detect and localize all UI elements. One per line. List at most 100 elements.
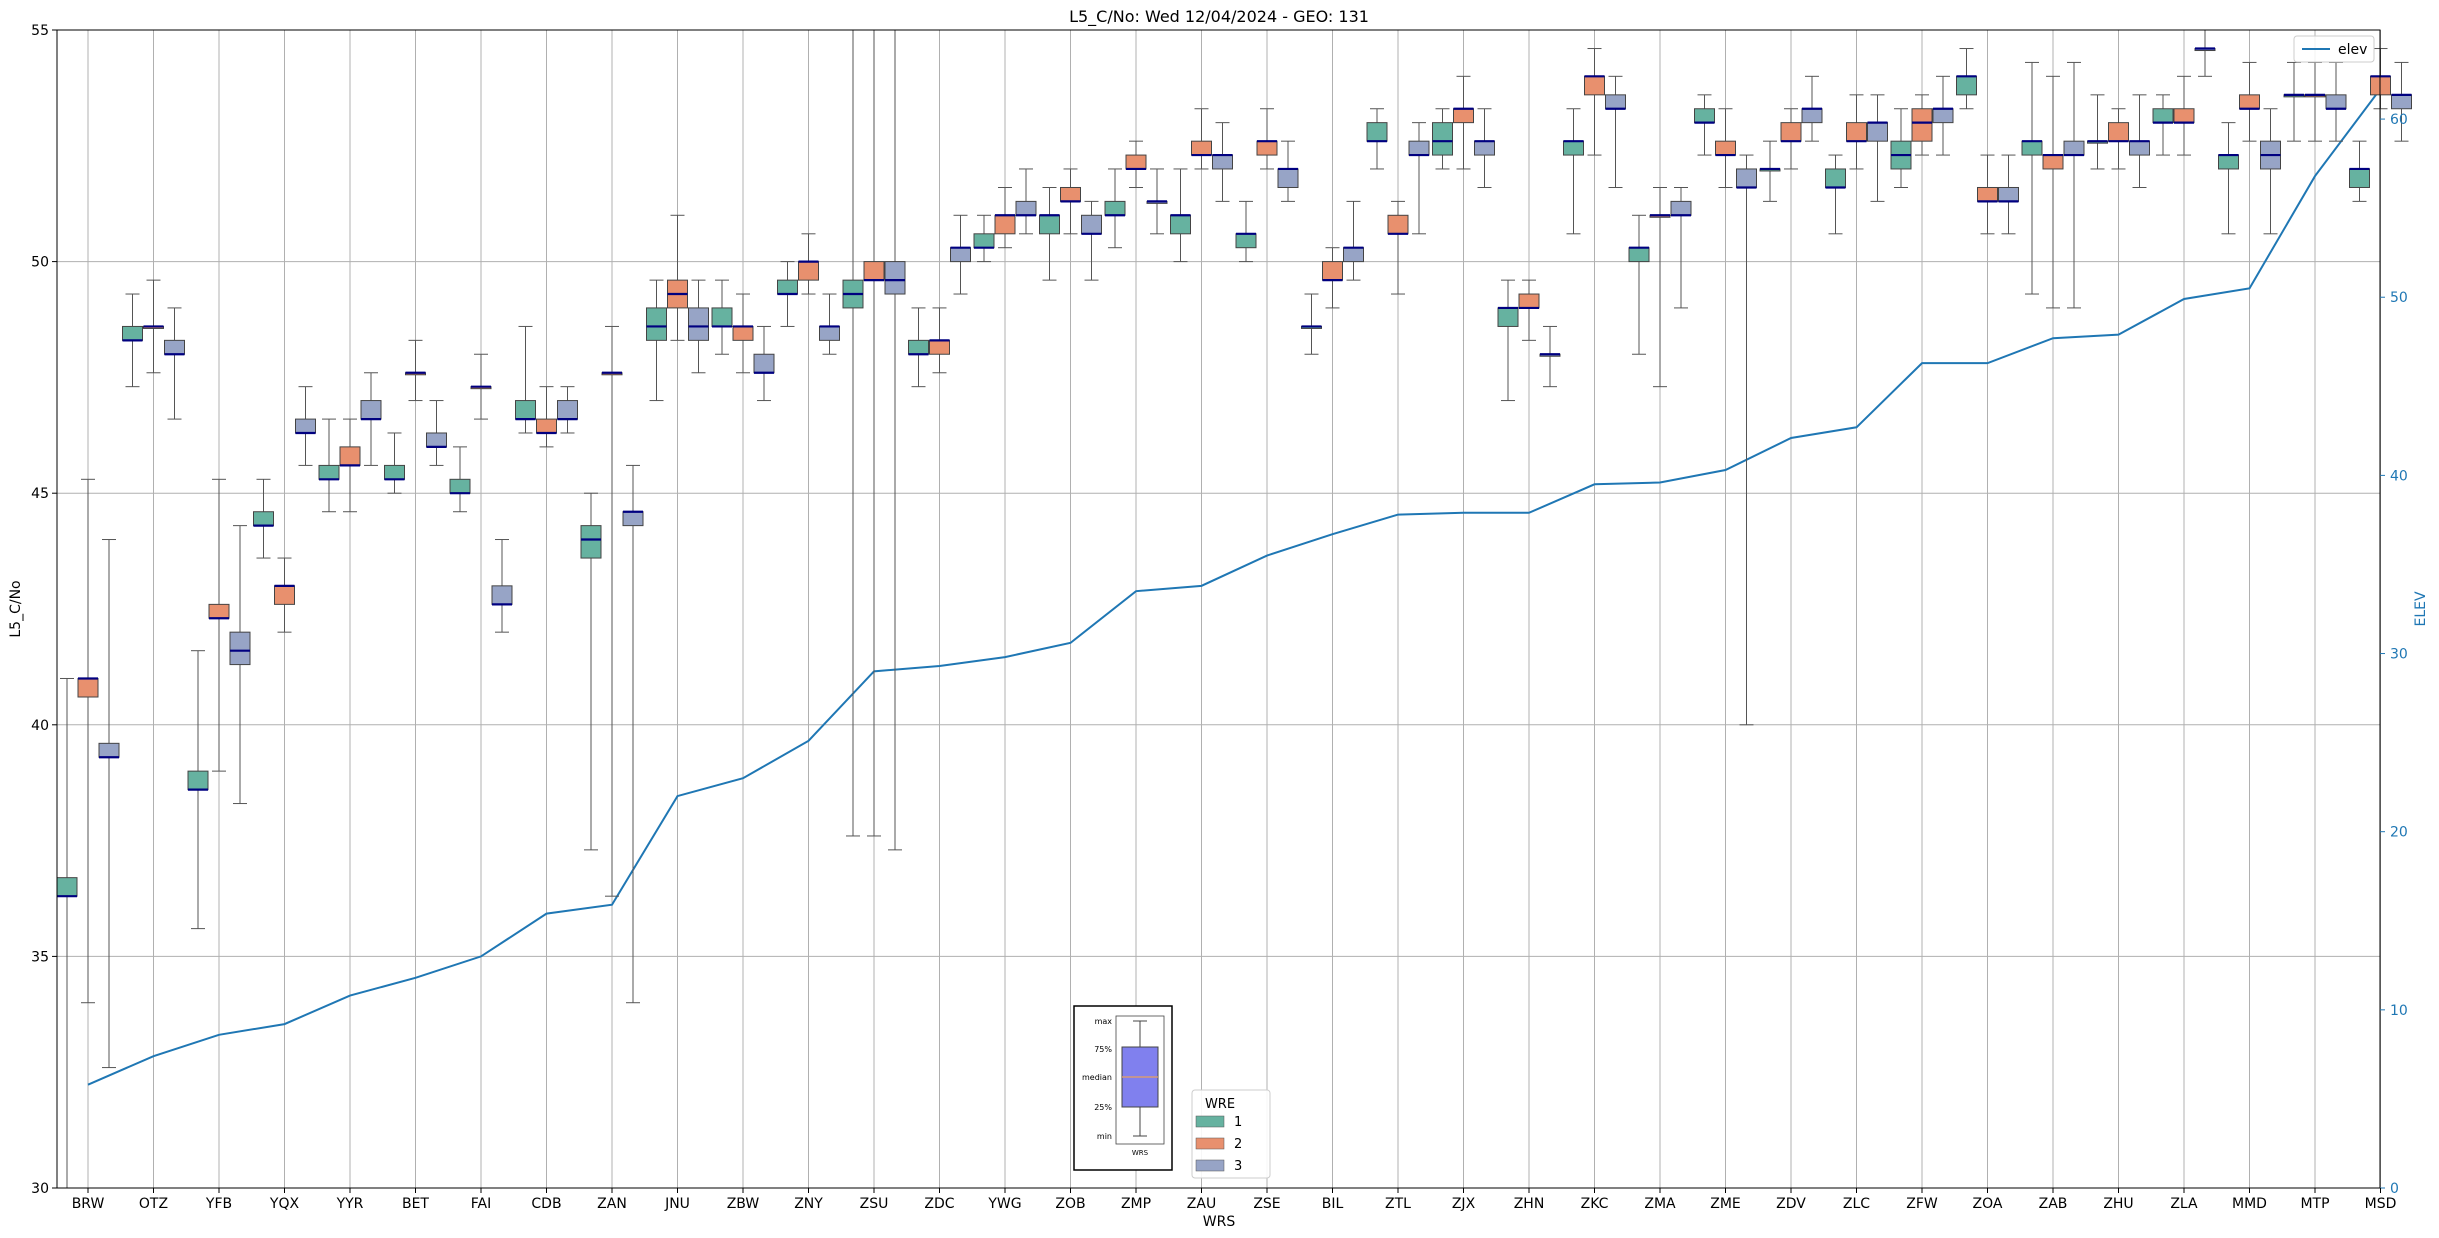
box-iqr	[646, 307, 667, 341]
box-iqr	[208, 603, 230, 619]
box-OTZ-wre2	[143, 279, 164, 374]
box-ZDC-wre3	[950, 214, 971, 295]
x-tick-label-ZSE: ZSE	[1253, 1196, 1280, 1212]
box-iqr	[1322, 261, 1343, 281]
box-iqr	[2152, 108, 2174, 124]
box-FAI-wre3	[491, 539, 513, 633]
box-MSD-wre3	[2391, 61, 2412, 142]
box-iqr	[1474, 140, 1495, 156]
boxplot-key-inset: max 75% median 25% min WRS	[1073, 1005, 1173, 1171]
box-iqr	[2021, 140, 2043, 156]
chart-title: L5_C/No: Wed 12/04/2024 - GEO: 131	[1069, 7, 1369, 27]
box-iqr	[1125, 154, 1147, 170]
y2-tick-label-40: 40	[2390, 468, 2408, 484]
x-tick-label-ZOA: ZOA	[1973, 1196, 2003, 1212]
box-series	[56, 30, 2412, 1188]
x-tick-label-JNU: JNU	[664, 1196, 690, 1212]
box-ZMP-wre3	[1146, 168, 1168, 235]
box-iqr	[1104, 200, 1126, 216]
x-tick-label-ZHU: ZHU	[2103, 1196, 2133, 1212]
box-YQX-wre1	[253, 478, 274, 559]
wre-legend-title: WRE	[1205, 1097, 1235, 1112]
box-ZTL-wre1	[1366, 108, 1388, 170]
box-ZME-wre2	[1715, 108, 1736, 188]
x-tick-label-YQX: YQX	[269, 1196, 300, 1212]
x-tick-label-ZNY: ZNY	[794, 1196, 823, 1212]
box-iqr	[1039, 214, 1060, 235]
plot-frame	[56, 29, 2381, 1189]
box-iqr	[253, 511, 274, 527]
box-iqr	[229, 631, 251, 666]
x-axis-label: WRS	[1203, 1214, 1236, 1230]
box-iqr	[1366, 122, 1388, 142]
x-tick-label-ZHN: ZHN	[1514, 1196, 1545, 1212]
box-ZHN-wre2	[1518, 279, 1540, 341]
box-ZLA-wre1	[2152, 94, 2174, 156]
box-OTZ-wre1	[122, 293, 143, 388]
box-FAI-wre2	[470, 353, 492, 420]
x-tick-label-MMD: MMD	[2232, 1196, 2267, 1212]
box-CDB-wre2	[536, 386, 557, 448]
x-tick-label-YWG: YWG	[987, 1196, 1021, 1212]
x-tick-label-ZME: ZME	[1710, 1196, 1741, 1212]
box-ZTL-wre3	[1408, 122, 1430, 235]
box-iqr	[1694, 108, 1715, 124]
box-ZLC-wre3	[1867, 94, 1888, 202]
box-ZME-wre1	[1694, 94, 1715, 156]
box-iqr	[2129, 140, 2150, 156]
x-tick-label-MSD: MSD	[2365, 1196, 2397, 1212]
box-iqr	[187, 770, 209, 791]
inset-xlabel: WRS	[1132, 1149, 1149, 1157]
box-YWG-wre1	[973, 214, 995, 263]
box-YYR-wre3	[360, 372, 382, 466]
box-ZJX-wre1	[1432, 108, 1453, 170]
box-iqr	[1846, 122, 1867, 142]
box-ZDV-wre2	[1780, 108, 1802, 170]
elev-legend-box	[2293, 35, 2375, 63]
inset-label-min: min	[1097, 1132, 1112, 1141]
box-BIL-wre2	[1322, 247, 1343, 309]
box-YQX-wre3	[295, 386, 316, 466]
box-iqr	[1060, 186, 1081, 202]
box-iqr	[2218, 154, 2239, 170]
y2-tick-label-50: 50	[2390, 290, 2408, 306]
y2-tick-label-30: 30	[2390, 647, 2408, 663]
box-ZME-wre3	[1736, 154, 1757, 726]
box-ZFW-wre3	[1932, 75, 1954, 156]
box-ZTL-wre2	[1387, 200, 1409, 295]
box-iqr	[426, 432, 447, 448]
box-ZOB-wre1	[1039, 186, 1060, 281]
elev-legend: elev	[2293, 35, 2375, 63]
box-ZKC-wre3	[1605, 75, 1626, 188]
box-iqr	[2325, 94, 2347, 110]
box-iqr	[449, 478, 471, 494]
box-iqr	[929, 339, 950, 355]
box-BET-wre3	[426, 400, 447, 466]
box-ZAU-wre1	[1170, 168, 1191, 263]
box-iqr	[1081, 214, 1102, 235]
box-iqr	[1343, 247, 1364, 263]
box-iqr	[1170, 214, 1191, 235]
box-iqr	[908, 339, 929, 355]
inset-label-25: 25%	[1094, 1103, 1112, 1112]
y2-tick-label-20: 20	[2390, 825, 2408, 841]
box-ZBW-wre3	[753, 325, 775, 402]
box-MTP-wre3	[2325, 61, 2347, 142]
box-iqr	[557, 400, 578, 420]
box-ZMA-wre1	[1628, 214, 1650, 355]
box-ZOB-wre3	[1081, 200, 1102, 281]
box-iqr	[384, 464, 405, 480]
x-tick-label-ZAB: ZAB	[2039, 1196, 2068, 1212]
x-tick-label-MTP: MTP	[2300, 1196, 2329, 1212]
y-axis-label: L5_C/No	[8, 580, 24, 637]
box-ZSE-wre3	[1277, 140, 1299, 202]
box-iqr	[753, 353, 775, 374]
box-MTP-wre2	[2304, 61, 2326, 142]
box-JNU-wre3	[688, 279, 709, 374]
box-BRW-wre3	[98, 539, 120, 1069]
y2-tick-label-10: 10	[2390, 1003, 2408, 1019]
box-ZBW-wre1	[711, 279, 733, 355]
box-iqr	[360, 400, 382, 420]
box-ZOA-wre1	[1956, 48, 1977, 110]
box-iqr	[863, 261, 885, 281]
